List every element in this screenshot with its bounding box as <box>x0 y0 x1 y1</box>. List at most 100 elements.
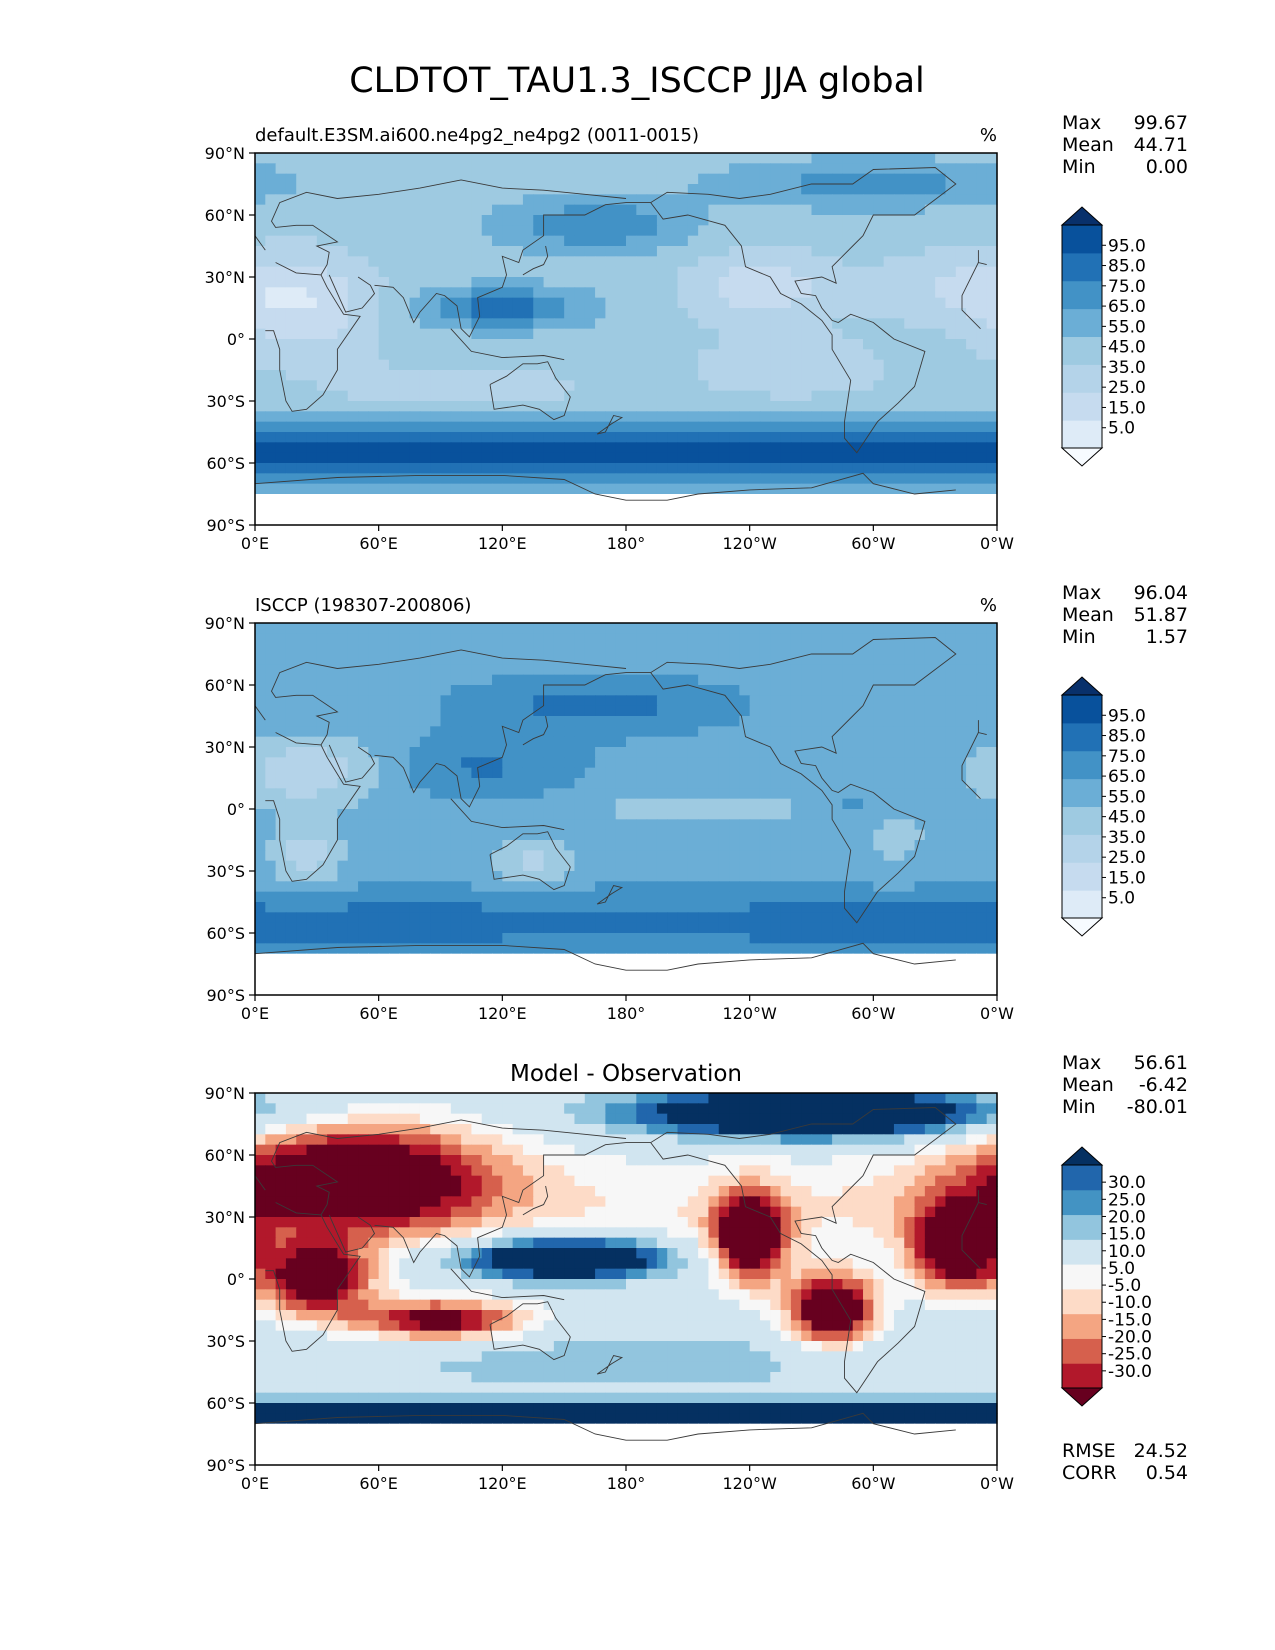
heatmap-cell <box>419 840 431 851</box>
heatmap-cell <box>914 778 926 789</box>
heatmap-cell <box>378 463 390 474</box>
heatmap-cell <box>904 194 916 206</box>
heatmap-cell <box>275 953 287 965</box>
heatmap-cell <box>636 401 648 412</box>
heatmap-cell <box>450 297 462 309</box>
heatmap-cell <box>388 514 400 526</box>
heatmap-cell <box>378 246 390 257</box>
heatmap-cell <box>430 153 442 164</box>
heatmap-cell <box>430 194 442 206</box>
heatmap-cell <box>368 359 380 371</box>
heatmap-cell <box>739 504 751 516</box>
heatmap-cell <box>708 788 720 800</box>
heatmap-cell <box>378 235 390 247</box>
heatmap-cell <box>337 767 349 779</box>
heatmap-cell <box>677 514 689 526</box>
heatmap-cell <box>399 922 411 934</box>
heatmap-cell <box>780 390 792 402</box>
heatmap-cell <box>502 778 514 789</box>
heatmap-cell <box>574 674 586 686</box>
heatmap-cell <box>914 225 926 237</box>
heatmap-cell <box>265 215 277 226</box>
heatmap-cell <box>873 297 885 309</box>
heatmap-cell <box>419 452 431 464</box>
heatmap-cell <box>863 308 874 319</box>
heatmap-cell <box>935 788 947 800</box>
heatmap-cell <box>574 840 586 851</box>
heatmap-cell <box>811 788 823 800</box>
heatmap-cell <box>801 473 813 485</box>
heatmap-cell <box>955 504 967 516</box>
heatmap-cell <box>440 246 452 257</box>
heatmap-cell <box>306 411 318 423</box>
heatmap-cell <box>471 432 483 443</box>
heatmap-cell <box>388 747 400 758</box>
heatmap-cell <box>553 716 565 727</box>
heatmap-cell <box>955 654 967 665</box>
heatmap-cell <box>873 421 885 433</box>
heatmap-cell <box>832 349 844 361</box>
heatmap-cell <box>564 473 576 485</box>
heatmap-cell <box>749 654 761 665</box>
heatmap-cell <box>399 215 411 226</box>
heatmap-cell <box>904 235 916 247</box>
heatmap-cell <box>759 778 771 789</box>
heatmap-cell <box>759 736 771 748</box>
heatmap-cell <box>347 685 359 696</box>
heatmap-cell <box>430 943 442 955</box>
heatmap-cell <box>584 452 596 464</box>
heatmap-cell <box>708 674 720 686</box>
heatmap-cell <box>966 463 977 474</box>
heatmap-cell <box>718 943 730 955</box>
heatmap-cell <box>275 933 287 944</box>
heatmap-cell <box>378 473 390 485</box>
heatmap-cell <box>388 235 400 247</box>
heatmap-cell <box>419 318 431 330</box>
heatmap-cell <box>327 349 339 361</box>
heatmap-cell <box>821 494 833 505</box>
heatmap-cell <box>852 695 864 707</box>
heatmap-cell <box>718 256 730 268</box>
heatmap-cell <box>255 643 266 655</box>
heatmap-cell <box>739 277 751 288</box>
heatmap-cell <box>522 215 534 226</box>
heatmap-cell <box>327 736 339 748</box>
heatmap-cell <box>399 483 411 495</box>
heatmap-cell <box>564 452 576 464</box>
heatmap-cell <box>935 809 947 820</box>
heatmap-cell <box>502 798 514 810</box>
heatmap-cell <box>471 483 483 495</box>
heatmap-cell <box>687 287 699 299</box>
heatmap-cell <box>636 256 648 268</box>
heatmap-cell <box>327 473 339 485</box>
heatmap-cell <box>255 902 266 913</box>
heatmap-cell <box>873 390 885 402</box>
heatmap-cell <box>615 674 627 686</box>
heatmap-cell <box>811 318 823 330</box>
heatmap-cell <box>924 623 936 634</box>
heatmap-cell <box>615 246 627 257</box>
heatmap-cell <box>976 483 988 495</box>
heatmap-cell <box>966 225 977 237</box>
heatmap-cell <box>790 163 802 175</box>
heatmap-cell <box>296 184 308 195</box>
heatmap-cell <box>502 318 514 330</box>
heatmap-cell <box>656 173 668 185</box>
heatmap-cell <box>595 726 606 738</box>
heatmap-cell <box>780 225 792 237</box>
heatmap-cell <box>481 654 493 665</box>
heatmap-cell <box>687 871 699 882</box>
heatmap-cell <box>883 809 895 820</box>
heatmap-cell <box>564 328 576 340</box>
heatmap-cell <box>533 747 545 758</box>
heatmap-cell <box>656 411 668 423</box>
heatmap-cell <box>626 163 637 175</box>
heatmap-cell <box>378 943 390 955</box>
heatmap-cell <box>945 173 957 185</box>
heatmap-cell <box>316 277 328 288</box>
heatmap-cell <box>543 370 555 381</box>
heatmap-cell <box>327 215 339 226</box>
heatmap-cell <box>893 736 905 748</box>
heatmap-cell <box>863 463 874 474</box>
heatmap-cell <box>481 411 493 423</box>
